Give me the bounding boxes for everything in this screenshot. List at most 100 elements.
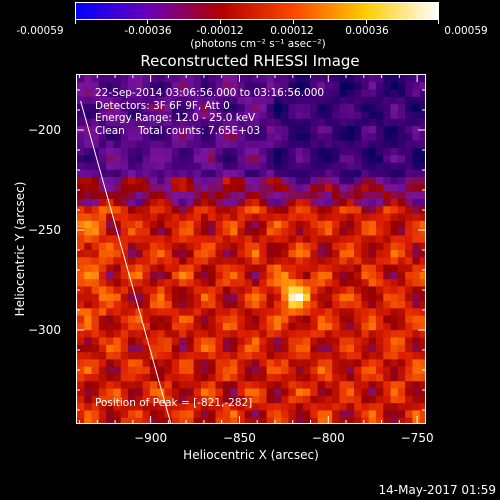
heatmap-cell bbox=[222, 104, 231, 112]
heatmap-cell bbox=[273, 133, 282, 141]
heatmap-cell bbox=[288, 381, 297, 389]
heatmap-cell bbox=[113, 213, 122, 222]
heatmap-cell bbox=[383, 279, 391, 287]
heatmap-cell bbox=[84, 111, 92, 120]
heatmap-cell bbox=[303, 177, 311, 185]
heatmap-cell bbox=[200, 75, 209, 83]
heatmap-cell bbox=[84, 373, 92, 382]
heatmap-cell bbox=[149, 184, 158, 192]
heatmap-cell bbox=[383, 198, 391, 207]
heatmap-cell bbox=[200, 366, 209, 375]
heatmap-cell bbox=[375, 366, 384, 375]
heatmap-cell bbox=[273, 220, 282, 229]
heatmap-cell bbox=[339, 89, 348, 98]
heatmap-cell bbox=[354, 403, 362, 411]
heatmap-cell bbox=[157, 220, 165, 229]
heatmap-cell bbox=[84, 75, 92, 83]
heatmap-cell bbox=[84, 344, 92, 353]
heatmap-cell bbox=[339, 235, 348, 244]
heatmap-cell bbox=[397, 344, 406, 353]
heatmap-cell bbox=[273, 337, 282, 346]
heatmap-cell bbox=[281, 198, 289, 207]
heatmap-cell bbox=[142, 366, 151, 375]
heatmap-cell bbox=[222, 162, 231, 171]
heatmap-cell bbox=[193, 301, 202, 309]
info-energy-range: Energy Range: 12.0 - 25.0 keV bbox=[95, 112, 256, 124]
heatmap-cell bbox=[332, 388, 340, 397]
heatmap-cell bbox=[273, 82, 282, 90]
heatmap-cell bbox=[375, 235, 384, 244]
heatmap-cell bbox=[419, 126, 425, 134]
heatmap-cell bbox=[186, 301, 194, 309]
heatmap-cell bbox=[186, 322, 194, 331]
heatmap-cell bbox=[128, 286, 136, 295]
heatmap-cell bbox=[303, 118, 311, 127]
heatmap-cell bbox=[361, 177, 369, 185]
heatmap-cell bbox=[244, 126, 253, 134]
colorbar-tick bbox=[438, 20, 439, 24]
heatmap-cell bbox=[77, 315, 85, 324]
heatmap-cell bbox=[361, 133, 369, 141]
heatmap-cell bbox=[215, 177, 224, 185]
heatmap-cell bbox=[303, 395, 311, 404]
heatmap-cell bbox=[317, 75, 326, 83]
y-tick-label: −200 bbox=[28, 123, 61, 137]
heatmap-cell bbox=[237, 242, 246, 251]
heatmap-cell bbox=[208, 184, 216, 192]
heatmap-cell bbox=[113, 133, 122, 141]
heatmap-cell bbox=[222, 89, 231, 98]
heatmap-cell bbox=[288, 177, 297, 185]
heatmap-cell bbox=[98, 169, 107, 178]
heatmap-cell bbox=[295, 162, 304, 171]
heatmap-cell bbox=[317, 301, 326, 309]
heatmap-cell bbox=[208, 228, 216, 236]
heatmap-cell bbox=[200, 352, 209, 360]
heatmap-cell bbox=[252, 82, 260, 90]
heatmap-cell bbox=[383, 395, 391, 404]
heatmap-cell bbox=[128, 104, 136, 112]
heatmap-cell bbox=[368, 403, 377, 411]
heatmap-cell bbox=[222, 359, 231, 367]
heatmap-cell bbox=[98, 213, 107, 222]
heatmap-cell bbox=[346, 126, 355, 134]
heatmap-cell bbox=[252, 126, 260, 134]
heatmap-cell bbox=[390, 417, 399, 423]
heatmap-cell bbox=[383, 147, 391, 156]
heatmap-cell bbox=[142, 89, 151, 98]
heatmap-cell bbox=[346, 177, 355, 185]
heatmap-cell bbox=[237, 228, 246, 236]
heatmap-cell bbox=[142, 198, 151, 207]
heatmap-cell bbox=[324, 184, 333, 192]
heatmap-cell bbox=[98, 133, 107, 141]
chart-title: Reconstructed RHESSI Image bbox=[140, 52, 360, 70]
heatmap-cell bbox=[149, 96, 158, 105]
heatmap-cell bbox=[200, 220, 209, 229]
heatmap-cell bbox=[135, 133, 143, 141]
heatmap-cell bbox=[77, 235, 85, 244]
heatmap-cell bbox=[405, 344, 413, 353]
heatmap-cell bbox=[324, 308, 333, 316]
heatmap-cell bbox=[244, 155, 253, 163]
heatmap-cell bbox=[208, 330, 216, 338]
heatmap-cell bbox=[157, 286, 165, 295]
heatmap-cell bbox=[390, 235, 399, 244]
heatmap-cell bbox=[128, 322, 136, 331]
heatmap-cell bbox=[98, 118, 107, 127]
heatmap-cell bbox=[317, 213, 326, 222]
heatmap-cell bbox=[346, 293, 355, 302]
heatmap-cell bbox=[397, 206, 406, 214]
heatmap-cell bbox=[120, 293, 129, 302]
heatmap-cell bbox=[303, 213, 311, 222]
heatmap-cell bbox=[230, 257, 238, 265]
heatmap-cell bbox=[324, 366, 333, 375]
heatmap-cell bbox=[310, 198, 318, 207]
heatmap-cell bbox=[237, 337, 246, 346]
heatmap-cell bbox=[390, 250, 399, 258]
heatmap-cell bbox=[230, 177, 238, 185]
heatmap-cell bbox=[339, 228, 348, 236]
heatmap-cell bbox=[324, 359, 333, 367]
heatmap-cell bbox=[303, 352, 311, 360]
heatmap-cell bbox=[317, 242, 326, 251]
heatmap-cell bbox=[303, 293, 311, 302]
heatmap-cell bbox=[339, 191, 348, 200]
